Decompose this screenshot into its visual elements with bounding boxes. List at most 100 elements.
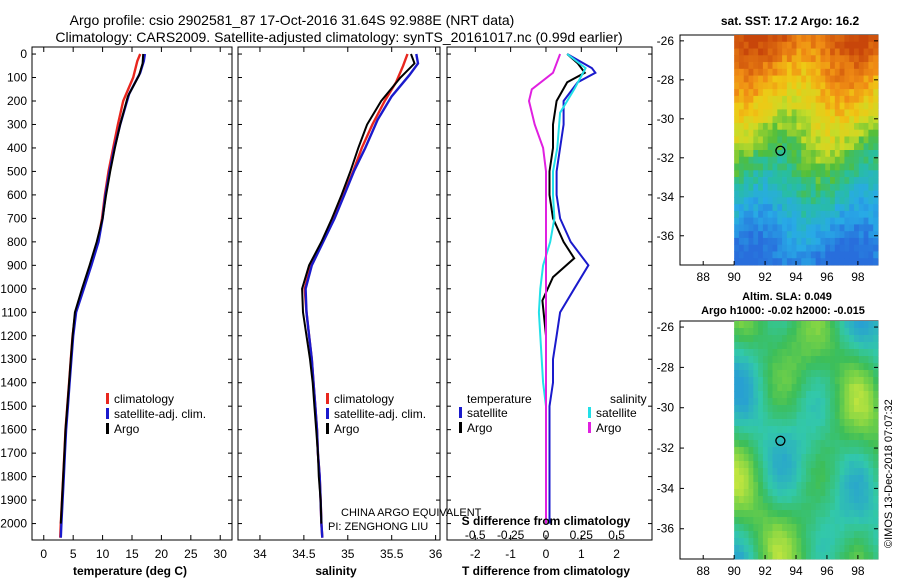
heatmap-cell (767, 89, 773, 97)
heatmap-cell (767, 95, 773, 104)
heatmap-cell (758, 349, 764, 357)
heatmap-cell (777, 405, 783, 413)
heatmap-cell (815, 531, 821, 539)
heatmap-cell (854, 377, 860, 385)
heatmap-cell (863, 405, 869, 413)
legend-label-satellite-adj: satellite-adj. clim. (114, 407, 206, 421)
map-x-tick-label: 88 (697, 564, 711, 578)
salinity-difference-ticks: -0.5 -0.25 0 0.25 0.5 (465, 528, 625, 542)
heatmap-cell (796, 237, 802, 246)
heatmap-cell (815, 328, 821, 336)
heatmap-cell (815, 129, 821, 137)
heatmap-cell (748, 204, 754, 212)
heatmap-cell (734, 62, 740, 70)
heatmap-cell (786, 35, 793, 43)
heatmap-cell (738, 524, 745, 532)
heatmap-cell (806, 517, 812, 525)
heatmap-cell (762, 391, 769, 399)
heatmap-cell (762, 237, 769, 246)
heatmap-cell (791, 68, 797, 76)
heatmap-cell (825, 517, 831, 525)
heatmap-cell (839, 384, 845, 392)
heatmap-cell (830, 89, 836, 97)
heatmap-cell (738, 129, 745, 137)
heatmap-cell (748, 210, 754, 219)
heatmap-cell (820, 55, 826, 63)
heatmap-cell (767, 370, 773, 378)
heatmap-cell (743, 391, 749, 399)
heatmap-cell (834, 143, 841, 151)
heatmap-cell (834, 363, 841, 371)
heatmap-cell (839, 116, 845, 124)
heatmap-cell (772, 321, 778, 329)
heatmap-cell (791, 89, 797, 97)
heatmap-cell (777, 384, 783, 392)
heatmap-cell (825, 237, 831, 246)
heatmap-cell (825, 258, 831, 266)
heatmap-cell (796, 384, 802, 392)
heatmap-cell (786, 524, 793, 532)
heatmap-cell (806, 335, 812, 343)
heatmap-cell (849, 163, 855, 171)
heatmap-cell (791, 482, 797, 490)
heatmap-cell (815, 183, 821, 191)
heatmap-cell (786, 482, 793, 490)
heatmap-cell (834, 109, 841, 117)
heatmap-cell (772, 461, 778, 469)
heatmap-cell (868, 440, 874, 448)
heatmap-cell (786, 475, 793, 483)
heatmap-cell (767, 363, 773, 371)
heatmap-cell (839, 244, 845, 252)
difference-temperature-satellite-line (548, 53, 597, 524)
heatmap-cell (777, 183, 783, 191)
heatmap-cell (743, 468, 749, 476)
heatmap-cell (839, 204, 845, 212)
heatmap-cell (782, 545, 788, 553)
heatmap-cell (854, 129, 860, 137)
heatmap-cell (834, 210, 841, 219)
heatmap-cell (796, 116, 802, 124)
heatmap-cell (762, 89, 769, 97)
heatmap-cell (806, 454, 812, 462)
heatmap-cell (820, 136, 826, 144)
salinity-difference-tick-label: 0.25 (570, 528, 594, 542)
heatmap-cell (868, 489, 874, 497)
heatmap-cell (786, 183, 793, 191)
heatmap-cell (734, 524, 740, 532)
heatmap-cell (844, 122, 850, 131)
heatmap-cell (762, 150, 769, 158)
heatmap-cell (868, 419, 874, 427)
heatmap-cell (767, 489, 773, 497)
heatmap-cell (801, 35, 807, 43)
heatmap-cell (782, 503, 788, 511)
heatmap-cell (830, 461, 836, 469)
heatmap-cell (858, 370, 865, 378)
heatmap-cell (777, 95, 783, 104)
heatmap-cell (767, 405, 773, 413)
heatmap-cell (738, 391, 745, 399)
heatmap-cell (806, 109, 812, 117)
heatmap-cell (753, 136, 759, 144)
heatmap-cell (743, 251, 749, 259)
heatmap-cell (782, 538, 788, 546)
heatmap-cell (849, 68, 855, 76)
heatmap-cell (844, 89, 850, 97)
heatmap-cell (839, 489, 845, 497)
heatmap-cell (801, 426, 807, 434)
heatmap-cell (834, 489, 841, 497)
heatmap-cell (734, 468, 740, 476)
heatmap-cell (801, 48, 807, 56)
heatmap-cell (825, 177, 831, 185)
heatmap-cell (868, 210, 874, 219)
heatmap-cell (873, 503, 879, 511)
heatmap-cell (777, 68, 783, 76)
heatmap-cell (758, 210, 764, 219)
heatmap-cell (810, 433, 817, 441)
heatmap-cell (858, 426, 865, 434)
heatmap-cell (786, 412, 793, 420)
heatmap-cell (791, 109, 797, 117)
heatmap-cell (767, 426, 773, 434)
heatmap-cell (758, 258, 764, 266)
heatmap-cell (830, 190, 836, 198)
heatmap-cell (743, 377, 749, 385)
